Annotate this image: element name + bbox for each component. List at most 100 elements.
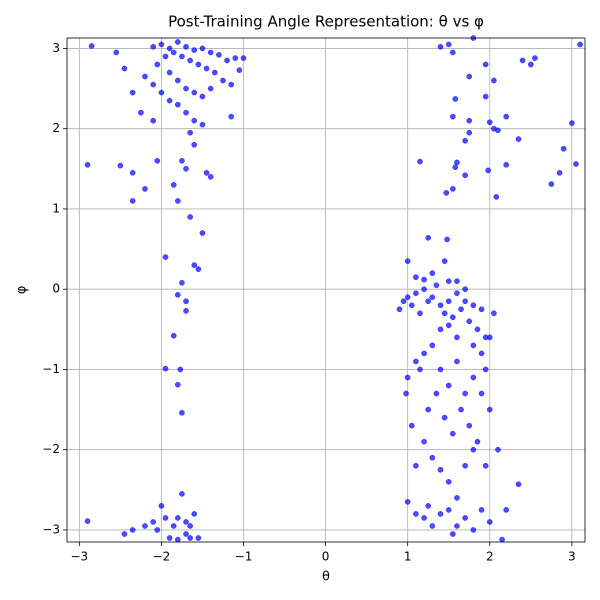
point [527, 61, 534, 68]
point [174, 515, 181, 521]
point [466, 117, 473, 124]
point [495, 446, 501, 453]
point [166, 97, 173, 104]
point [444, 236, 450, 243]
point [158, 41, 165, 48]
point [486, 334, 493, 341]
point [560, 145, 567, 152]
point [437, 302, 444, 309]
point [174, 536, 181, 543]
point [162, 254, 169, 260]
point [129, 198, 136, 204]
point [470, 374, 477, 381]
point [191, 262, 198, 268]
point [437, 366, 444, 373]
point [449, 430, 456, 437]
point [413, 290, 419, 297]
point [400, 298, 407, 305]
point [458, 306, 464, 313]
point [174, 198, 181, 204]
point [183, 165, 189, 172]
point [142, 186, 148, 192]
x-tick-label: −1 [235, 550, 253, 564]
point [207, 49, 214, 56]
point [445, 507, 452, 513]
point [441, 258, 448, 264]
point [404, 374, 411, 381]
point [503, 161, 510, 168]
point [179, 279, 185, 286]
point [166, 45, 173, 52]
point [179, 53, 185, 60]
point [569, 120, 575, 126]
point [458, 406, 464, 413]
point [228, 113, 235, 120]
point [445, 382, 452, 389]
point [454, 278, 460, 285]
point [515, 481, 522, 488]
point [441, 310, 448, 317]
point [486, 119, 493, 126]
point [170, 49, 177, 56]
point [216, 52, 222, 58]
point [445, 278, 452, 285]
point [174, 77, 181, 84]
y-tick-label: −3 [42, 522, 60, 536]
y-tick-label: 1 [52, 201, 60, 215]
point [462, 286, 468, 293]
point [183, 109, 189, 116]
point [220, 77, 226, 84]
point [187, 57, 193, 64]
point [491, 77, 497, 84]
point [449, 49, 456, 56]
point [454, 523, 460, 529]
point [519, 57, 526, 64]
point [183, 298, 189, 305]
point [445, 478, 452, 485]
point [421, 438, 427, 445]
point [470, 527, 477, 533]
point [150, 117, 157, 124]
point [515, 136, 522, 142]
point [129, 169, 136, 176]
point [117, 162, 124, 169]
point [417, 158, 423, 165]
point [470, 302, 477, 309]
point [174, 381, 181, 388]
point [177, 366, 184, 373]
point [437, 511, 444, 517]
point [191, 89, 198, 96]
point [174, 39, 181, 45]
point [396, 306, 403, 313]
point [142, 73, 148, 80]
point [429, 342, 436, 349]
point [162, 365, 169, 372]
point [470, 342, 477, 349]
point [203, 169, 210, 176]
point [437, 466, 444, 473]
point [191, 141, 198, 148]
point [84, 518, 91, 524]
point [474, 326, 481, 333]
point [445, 298, 452, 305]
x-tick-label: 1 [404, 550, 412, 564]
point [228, 81, 235, 88]
point [154, 61, 161, 68]
point [548, 181, 555, 187]
point [478, 306, 485, 313]
point [437, 43, 444, 50]
point [129, 527, 136, 533]
y-axis-label: φ [15, 286, 30, 295]
point [478, 350, 485, 357]
point [462, 298, 468, 305]
point [532, 55, 538, 61]
point [462, 137, 468, 144]
plot-frame [66, 37, 586, 543]
point [482, 462, 489, 469]
point [170, 523, 177, 529]
point [425, 234, 432, 241]
point [154, 527, 161, 533]
x-axis-label: θ [322, 570, 330, 585]
